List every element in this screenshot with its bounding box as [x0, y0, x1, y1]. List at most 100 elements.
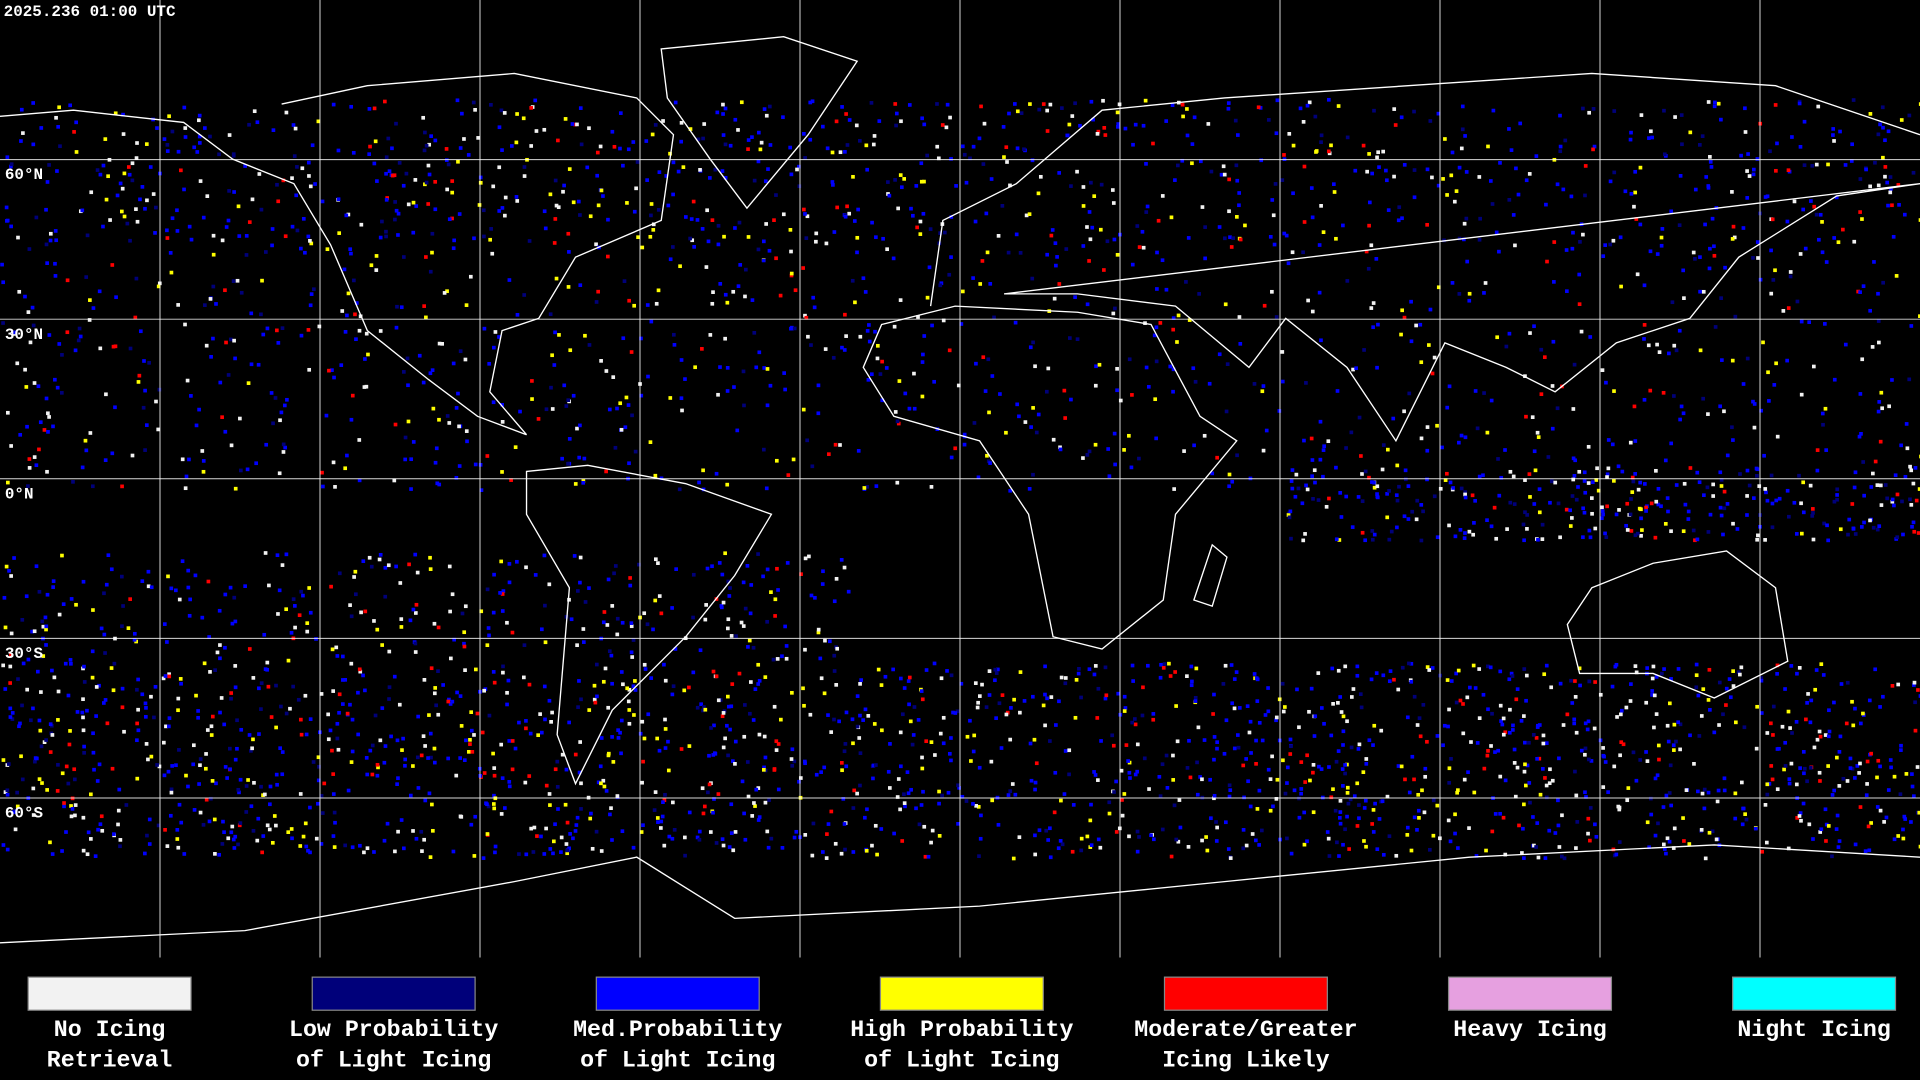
icing-pixel — [257, 172, 262, 176]
icing-pixel — [1227, 484, 1231, 489]
icing-pixel — [1208, 777, 1212, 782]
antarctica — [0, 844, 1920, 944]
icing-pixel — [1041, 703, 1046, 708]
icing-pixel — [610, 838, 614, 842]
icing-pixel — [766, 845, 771, 850]
icing-pixel — [816, 627, 821, 632]
icing-pixel — [201, 215, 206, 220]
icing-pixel — [1878, 764, 1882, 769]
icing-pixel — [145, 833, 149, 838]
icing-pixel — [653, 598, 658, 603]
icing-pixel — [1367, 475, 1371, 480]
icing-pixel — [1482, 766, 1487, 771]
icing-pixel — [639, 393, 644, 398]
icing-pixel — [1771, 278, 1776, 282]
icing-pixel — [663, 746, 668, 750]
icing-pixel — [184, 474, 189, 479]
icing-pixel — [1804, 717, 1808, 722]
icing-pixel — [1859, 721, 1863, 726]
icing-pixel — [564, 767, 569, 772]
icing-pixel — [97, 683, 101, 688]
icing-pixel — [1901, 532, 1905, 537]
icing-pixel — [260, 850, 264, 855]
icing-pixel — [218, 656, 222, 661]
icing-pixel — [365, 846, 370, 851]
icing-pixel — [1185, 766, 1190, 770]
icing-pixel — [208, 297, 213, 301]
icing-pixel — [1193, 379, 1198, 384]
icing-pixel — [1574, 730, 1579, 735]
icing-pixel — [1731, 684, 1736, 688]
icing-pixel — [1699, 828, 1704, 832]
icing-pixel — [362, 850, 366, 855]
icing-pixel — [706, 790, 710, 795]
icing-pixel — [1799, 501, 1803, 506]
icing-pixel — [1283, 705, 1287, 709]
icing-pixel — [1651, 664, 1656, 669]
icing-pixel — [1226, 106, 1231, 111]
icing-pixel — [918, 232, 923, 236]
icing-pixel — [579, 142, 584, 147]
icing-pixel — [343, 466, 348, 471]
icing-pixel — [956, 822, 960, 826]
icing-pixel — [576, 199, 581, 204]
icing-pixel — [1370, 171, 1374, 176]
icing-pixel — [68, 658, 73, 662]
icing-pixel — [1722, 506, 1727, 511]
icing-pixel — [90, 649, 95, 654]
icing-pixel — [429, 134, 433, 138]
icing-pixel — [236, 787, 241, 792]
icing-pixel — [601, 194, 605, 198]
icing-pixel — [522, 293, 527, 297]
icing-pixel — [789, 273, 794, 278]
icing-pixel — [1341, 714, 1346, 719]
icing-pixel — [293, 604, 297, 608]
icing-pixel — [336, 747, 341, 752]
icing-pixel — [291, 684, 295, 689]
icing-pixel — [1763, 538, 1767, 542]
icing-pixel — [1542, 672, 1547, 677]
icing-pixel — [217, 608, 222, 613]
icing-pixel — [1338, 798, 1343, 803]
icing-pixel — [1610, 684, 1615, 689]
icing-pixel — [432, 746, 437, 751]
icing-pixel — [985, 250, 990, 255]
icing-pixel — [1913, 700, 1917, 705]
icing-pixel — [4, 564, 9, 569]
icing-pixel — [1227, 794, 1232, 799]
icing-pixel — [1883, 138, 1887, 143]
icing-pixel — [43, 615, 48, 620]
icing-pixel — [677, 487, 682, 492]
icing-pixel — [62, 801, 66, 805]
icing-pixel — [364, 331, 369, 336]
icing-pixel — [743, 606, 748, 611]
icing-pixel — [1534, 154, 1539, 158]
icing-pixel — [196, 715, 200, 720]
icing-pixel — [487, 713, 492, 718]
icing-pixel — [389, 734, 393, 739]
icing-pixel — [1002, 155, 1006, 159]
icing-pixel — [64, 830, 68, 834]
icing-pixel — [834, 683, 839, 687]
icing-pixel — [27, 247, 32, 251]
icing-pixel — [445, 187, 450, 192]
icing-pixel — [582, 640, 586, 644]
icing-pixel — [80, 208, 85, 213]
icing-pixel — [121, 604, 125, 608]
icing-pixel — [154, 205, 158, 210]
icing-pixel — [45, 592, 50, 597]
icing-pixel — [1795, 816, 1800, 820]
icing-pixel — [1031, 340, 1035, 345]
icing-pixel — [70, 807, 75, 811]
icing-pixel — [1665, 496, 1670, 500]
icing-pixel — [406, 419, 411, 424]
icing-pixel — [1381, 149, 1386, 154]
icing-pixel — [209, 724, 214, 729]
icing-pixel — [1835, 813, 1840, 818]
icing-pixel — [1708, 708, 1712, 712]
icing-pixel — [855, 724, 860, 729]
icing-pixel — [656, 288, 661, 293]
icing-pixel — [419, 753, 424, 758]
icing-pixel — [1296, 486, 1301, 491]
icing-pixel — [1614, 512, 1619, 517]
